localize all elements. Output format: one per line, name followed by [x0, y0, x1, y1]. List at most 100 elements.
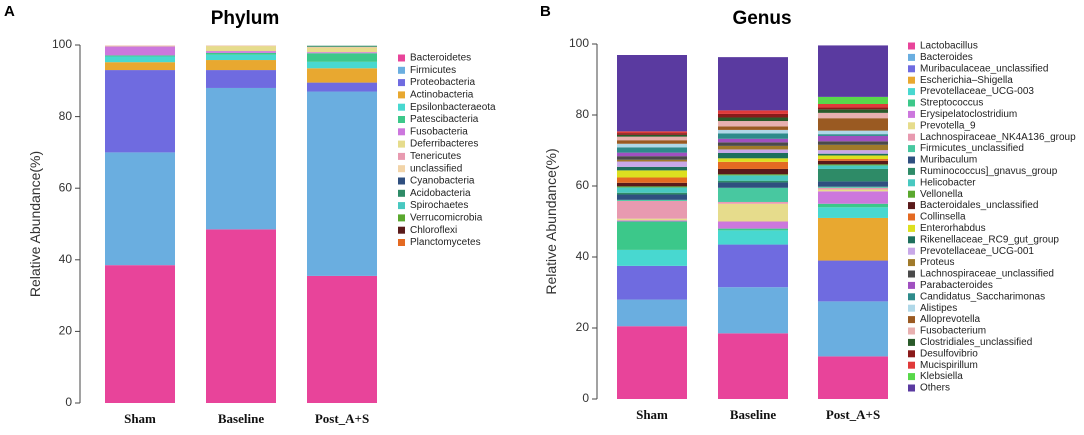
y-tick-label: 80: [59, 109, 73, 123]
legend-label: Collinsella: [920, 212, 966, 223]
bar-segment: [818, 186, 888, 188]
bar-segment: [718, 203, 788, 222]
legend-label: Rikenellaceae_RC9_gut_group: [920, 234, 1059, 245]
bar-segment: [617, 161, 687, 167]
legend-label: Others: [920, 383, 950, 394]
legend-label: Patescibacteria: [410, 114, 479, 125]
legend-label: Bacteroides: [920, 52, 973, 63]
bar-segment: [818, 160, 888, 165]
bar-segment: [818, 189, 888, 192]
legend-label: Ruminococcus]_gnavus_group: [920, 166, 1058, 177]
legend-label: Firmicutes_unclassified: [920, 143, 1024, 154]
bar-segment: [818, 191, 888, 204]
bar-segment: [617, 192, 687, 195]
legend-label: Lachnospiraceae_unclassified: [920, 269, 1054, 280]
legend-label: Acidobacteria: [410, 188, 471, 199]
y-tick-label: 0: [65, 395, 72, 409]
bar-segment: [307, 52, 377, 54]
bar-segment: [718, 158, 788, 162]
legend-swatch: [398, 189, 405, 197]
bar-segment: [718, 142, 788, 146]
legend-label: Actinobacteria: [410, 90, 474, 101]
legend-label: Desulfovibrio: [920, 348, 978, 359]
bar-segment: [206, 60, 276, 71]
legend-swatch: [398, 152, 405, 160]
bar-segment: [206, 54, 276, 61]
bar-segment: [818, 165, 888, 169]
legend-label: Fusobacteria: [410, 126, 468, 137]
panel-b-title: Genus: [732, 8, 791, 29]
bar-segment: [105, 152, 175, 266]
bar-segment: [718, 201, 788, 204]
bar-segment: [818, 153, 888, 156]
bar-segment: [617, 249, 687, 266]
legend-swatch: [908, 145, 915, 153]
legend-swatch: [908, 338, 915, 346]
legend-label: Tenericutes: [410, 151, 461, 162]
bar-segment: [617, 326, 687, 399]
bar-segment: [818, 45, 888, 97]
bar-segment: [818, 181, 888, 187]
legend-label: Klebsiella: [920, 371, 963, 382]
panel-b-letter: B: [540, 3, 551, 20]
bar-segment: [617, 156, 687, 160]
bar-segment: [818, 112, 888, 119]
legend-label: Alloprevotella: [920, 314, 980, 325]
legend-label: Planctomycetes: [410, 237, 481, 248]
legend-swatch: [398, 116, 405, 123]
bar-segment: [206, 87, 276, 230]
legend-label: Fusobacterium: [920, 326, 986, 337]
legend-label: Bacteroidetes: [410, 53, 471, 64]
bar-segment: [718, 117, 788, 122]
legend-label: Cyanobacteria: [410, 176, 475, 187]
bar-segment: [818, 207, 888, 218]
legend-label: Parabacteroides: [920, 280, 993, 291]
legend-label: Erysipelatoclostridium: [920, 109, 1017, 120]
legend-swatch: [908, 76, 915, 84]
bar-segment: [818, 118, 888, 131]
legend-swatch: [908, 88, 915, 96]
bar-segment: [818, 141, 888, 145]
bar-segment: [718, 161, 788, 169]
bar-segment: [718, 145, 788, 150]
bar-segment: [718, 187, 788, 202]
legend-label: Prevotellaceae_UCG-003: [920, 86, 1034, 97]
bar-segment: [718, 174, 788, 176]
bar-segment: [617, 186, 687, 188]
bar-segment: [818, 130, 888, 135]
bar-segment: [818, 155, 888, 160]
bar-segment: [307, 275, 377, 403]
bar-segment: [617, 221, 687, 250]
panel-a-title: Phylum: [211, 8, 280, 29]
bar-segment: [818, 217, 888, 261]
legend-swatch: [908, 65, 915, 73]
bar-segment: [617, 143, 687, 148]
legend-swatch: [398, 91, 405, 99]
legend-swatch: [908, 179, 915, 187]
legend-label: Firmicutes: [410, 65, 456, 76]
bar-segment: [617, 131, 687, 134]
legend-label: Alistipes: [920, 303, 957, 314]
legend-swatch: [908, 281, 915, 289]
y-tick-label: 40: [59, 252, 73, 266]
legend-swatch: [398, 54, 405, 62]
y-tick-label: 20: [59, 324, 73, 338]
legend-swatch: [908, 156, 915, 164]
legend-label: Prevotellaceae_UCG-001: [920, 246, 1034, 257]
bar-segment: [818, 103, 888, 108]
legend-label: Prevotella_9: [920, 120, 976, 131]
bar-segment: [718, 126, 788, 130]
bar-segment: [206, 70, 276, 88]
legend-swatch: [398, 165, 405, 173]
bar-segment: [307, 61, 377, 69]
legend-swatch: [908, 373, 915, 381]
legend-label: Muribaculum: [920, 155, 977, 166]
bar-segment: [818, 109, 888, 113]
bar-segment: [718, 180, 788, 183]
bar-segment: [718, 149, 788, 153]
x-category-label: Baseline: [218, 411, 264, 426]
bar-segment: [818, 168, 888, 182]
legend-label: Spirochaetes: [410, 200, 468, 211]
bar-segment: [307, 68, 377, 83]
legend-swatch: [398, 226, 405, 234]
